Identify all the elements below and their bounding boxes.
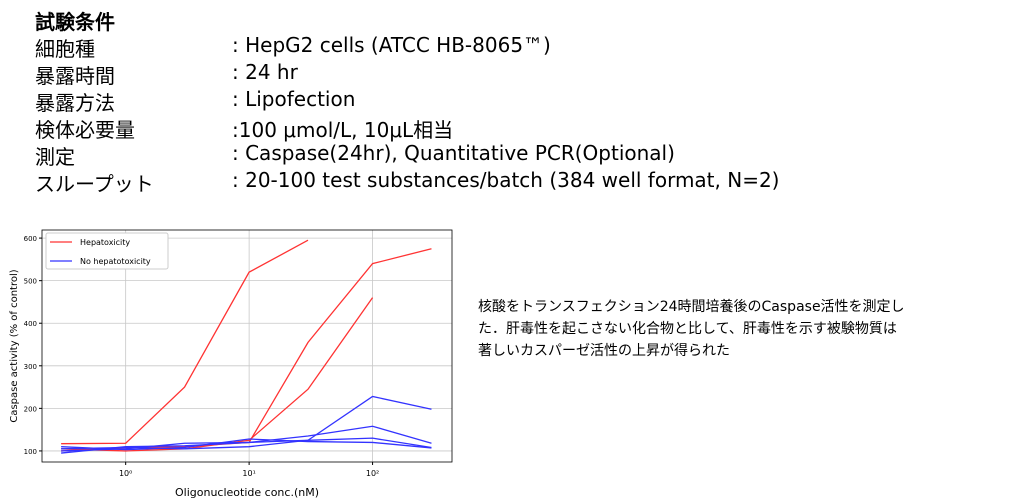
series-line [61,437,432,450]
description-line: 著しいカスパーゼ活性の上昇が得られた [478,343,730,359]
condition-value: : Lipofection [232,87,356,111]
description-line: た．肝毒性を起こさない化合物と比して、肝毒性を示す被験物質は [478,321,897,337]
plot-frame [41,229,453,463]
description-line: 核酸をトランスフェクション24時間培養後のCaspase活性を測定し [478,299,905,315]
legend-box [45,232,169,270]
condition-label: 暴露方法 [35,91,115,115]
condition-value: : Caspase(24hr), Quantitative PCR(Option… [232,141,675,165]
y-tick-label: 100 [24,448,37,456]
y-tick-label: 500 [24,278,37,286]
series-line [61,425,432,452]
condition-label: 暴露時間 [35,64,115,88]
series-line [61,248,432,452]
series-line [61,395,432,454]
x-tick-label: 10⁰ [119,469,132,478]
y-tick-label: 600 [24,235,37,243]
series-line [61,239,309,445]
x-tick-label: 10² [366,469,379,478]
legend-label: No hepatotoxicity [80,257,151,266]
condition-label: 検体必要量 [35,118,135,142]
x-tick-label: 10¹ [242,469,255,478]
x-axis-label: Oligonucleotide conc.(nM) [175,486,319,499]
y-tick-label: 300 [24,363,37,371]
condition-value: : HepG2 cells (ATCC HB-8065™) [232,33,551,57]
y-tick-label: 400 [24,320,37,328]
y-axis-label: Caspase activity (% of control) [9,269,20,422]
condition-value: : 20-100 test substances/batch (384 well… [232,168,780,192]
section-title: 試験条件 [35,10,115,34]
condition-label: 測定 [35,145,75,169]
series-line [61,438,432,451]
y-tick-label: 200 [24,405,37,413]
legend-label: Hepatoxicity [80,238,130,247]
condition-label: 細胞種 [35,37,95,61]
condition-value: : 24 hr [232,60,298,84]
condition-label: スループット [35,172,154,196]
condition-value: :100 μmol/L, 10μL相当 [232,118,454,142]
